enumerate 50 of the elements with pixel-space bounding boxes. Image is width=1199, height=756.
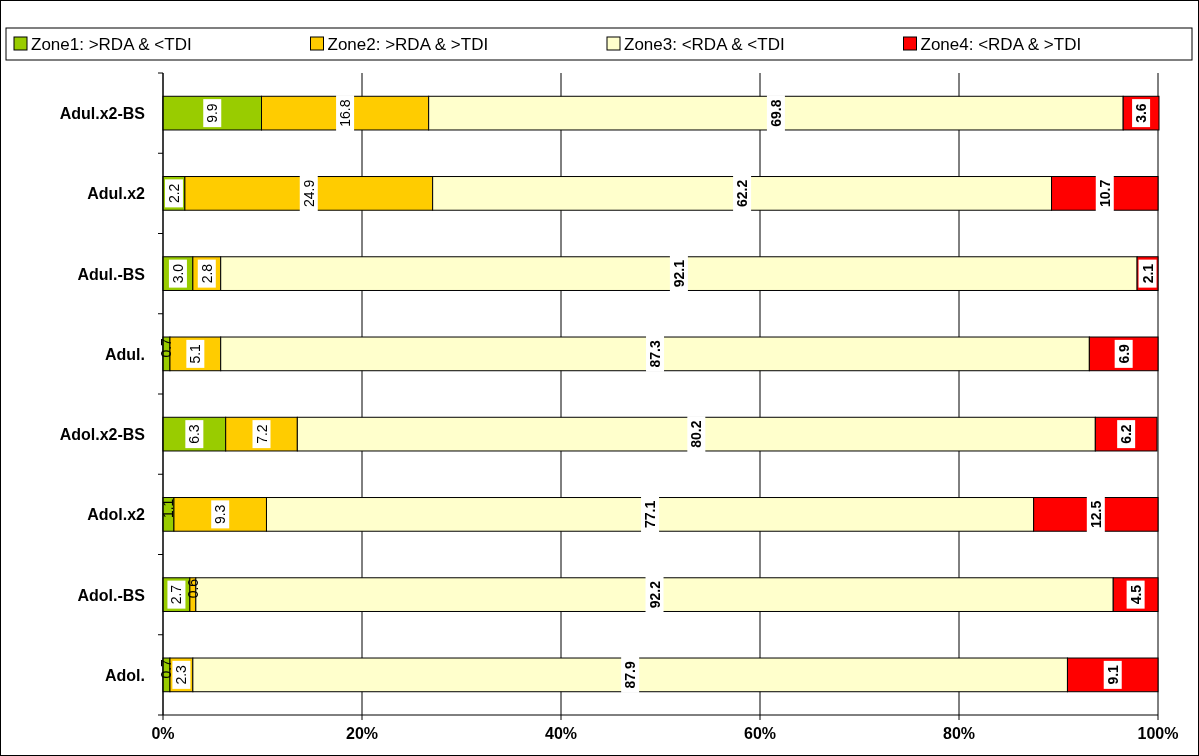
- data-label: 2.7: [168, 584, 185, 605]
- data-label: 2.8: [198, 263, 215, 284]
- data-label: 5.1: [187, 343, 204, 364]
- data-label: 6.3: [186, 424, 203, 444]
- data-label: 0.7: [158, 658, 175, 679]
- x-tick-label: 60%: [743, 725, 777, 742]
- data-label: 87.9: [622, 661, 639, 689]
- data-label: 2.2: [165, 183, 182, 204]
- data-label: 87.3: [647, 340, 664, 368]
- data-label: 2.1: [1139, 263, 1156, 284]
- y-tick-label: Adol.x2-BS: [59, 426, 146, 444]
- y-tick-label: Adol.-BS: [77, 586, 146, 604]
- data-label: 62.2: [734, 179, 751, 207]
- data-label: 6.2: [1118, 424, 1135, 444]
- x-tick-label: 40%: [544, 725, 578, 742]
- x-tick-label: 100%: [1137, 725, 1179, 742]
- legend-label: Zone3: <RDA & <TDI: [624, 35, 785, 54]
- y-tick-label: Adol.: [105, 666, 145, 684]
- y-tick-label: Adol.x2: [87, 506, 146, 524]
- data-label: 3.0: [169, 263, 186, 284]
- data-label: 69.8: [767, 99, 784, 127]
- y-tick-label: Adul.: [105, 345, 145, 363]
- data-label: 77.1: [642, 500, 659, 528]
- legend-label: Zone2: >RDA & >TDI: [327, 35, 489, 54]
- data-label: 7.2: [253, 424, 270, 444]
- y-tick-label: Adul.-BS: [77, 265, 146, 283]
- data-label: 6.9: [1115, 343, 1132, 364]
- data-label: 92.2: [646, 580, 663, 609]
- x-tick-label: 80%: [942, 725, 976, 742]
- data-label: 9.1: [1104, 664, 1121, 685]
- data-label: 16.8: [337, 99, 354, 127]
- data-label: 12.5: [1087, 500, 1104, 528]
- data-label: 1.1: [160, 498, 177, 519]
- data-label: 92.1: [670, 259, 687, 288]
- data-label: 10.7: [1096, 179, 1113, 207]
- data-label: 2.3: [173, 664, 190, 685]
- y-tick-label: Adul.x2-BS: [59, 105, 146, 123]
- data-label: 24.9: [300, 179, 317, 207]
- x-tick-label: 0%: [151, 725, 175, 742]
- x-tick-label: 20%: [345, 725, 379, 742]
- y-tick-label: Adul.x2: [87, 185, 146, 203]
- legend-label: Zone1: >RDA & <TDI: [31, 35, 192, 54]
- data-label: 9.3: [212, 504, 229, 525]
- data-label: 3.6: [1133, 103, 1150, 123]
- data-label: 9.9: [204, 103, 221, 123]
- data-label: 0.6: [184, 578, 201, 599]
- data-label: 80.2: [688, 420, 705, 448]
- data-label: 0.7: [158, 337, 175, 358]
- data-label: 4.5: [1127, 584, 1144, 605]
- legend-label: Zone4: <RDA & >TDI: [920, 35, 1082, 54]
